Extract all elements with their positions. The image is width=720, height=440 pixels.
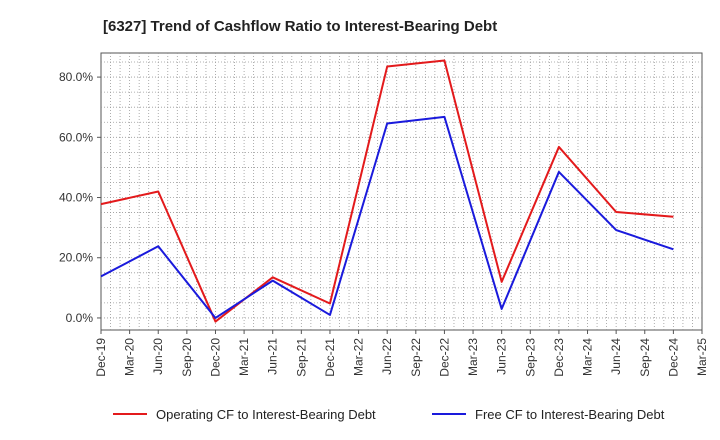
x-tick-label: Jun-23 — [495, 338, 509, 375]
x-tick-label: Sep-24 — [638, 338, 652, 377]
x-tick-label: Dec-19 — [94, 338, 108, 377]
x-tick-label: Mar-23 — [466, 338, 480, 376]
y-tick-label: 60.0% — [59, 130, 93, 144]
x-tick-label: Mar-25 — [695, 338, 709, 376]
x-tick-label: Mar-20 — [123, 338, 137, 376]
x-axis-ticks: Dec-19 Mar-20 Jun-20 Sep-20 Dec-20 Mar-21 Jun-… — [94, 330, 709, 377]
grid-lines — [101, 53, 702, 330]
series-line-1 — [100, 59, 674, 323]
x-tick-label: Jun-22 — [380, 338, 394, 375]
chart-title: [6327] Trend of Cashflow Ratio to Intere… — [103, 18, 497, 35]
x-tick-label: Sep-23 — [523, 338, 537, 377]
y-tick-label: 20.0% — [59, 251, 93, 265]
legend: Operating CF to Interest-Bearing Debt Fre… — [113, 407, 665, 422]
series-line-2 — [100, 115, 674, 319]
y-tick-label: 80.0% — [59, 70, 93, 84]
x-tick-label: Sep-21 — [294, 338, 308, 377]
x-tick-label: Jun-24 — [609, 338, 623, 375]
plot-area — [100, 52, 703, 331]
x-tick-label: Dec-24 — [666, 338, 680, 377]
x-tick-label: Jun-20 — [151, 338, 165, 375]
series-lines — [100, 59, 674, 323]
x-tick-label: Mar-21 — [237, 338, 251, 376]
y-tick-label: 0.0% — [66, 311, 94, 325]
legend-label: Free CF to Interest-Bearing Debt — [475, 407, 665, 422]
x-tick-label: Dec-20 — [208, 338, 222, 377]
x-tick-label: Dec-22 — [437, 338, 451, 377]
x-tick-label: Jun-21 — [266, 338, 280, 375]
y-tick-label: 40.0% — [59, 191, 93, 205]
y-axis-ticks: 0.0% 20.0% 40.0% 60.0% 80.0% — [59, 70, 101, 325]
x-tick-label: Sep-20 — [180, 338, 194, 377]
x-tick-label: Mar-24 — [581, 338, 595, 376]
x-tick-label: Dec-23 — [552, 338, 566, 377]
x-tick-label: Mar-22 — [352, 338, 366, 376]
x-tick-label: Sep-22 — [409, 338, 423, 377]
x-tick-label: Dec-21 — [323, 338, 337, 377]
legend-label: Operating CF to Interest-Bearing Debt — [156, 407, 376, 422]
